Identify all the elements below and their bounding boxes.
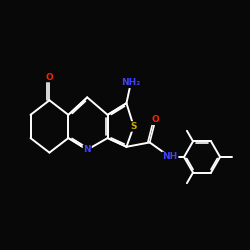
Text: O: O — [46, 72, 53, 82]
Text: S: S — [130, 122, 137, 131]
Text: N: N — [84, 145, 91, 154]
Text: NH₂: NH₂ — [121, 78, 141, 87]
Text: O: O — [152, 115, 160, 124]
Text: NH: NH — [162, 152, 178, 162]
